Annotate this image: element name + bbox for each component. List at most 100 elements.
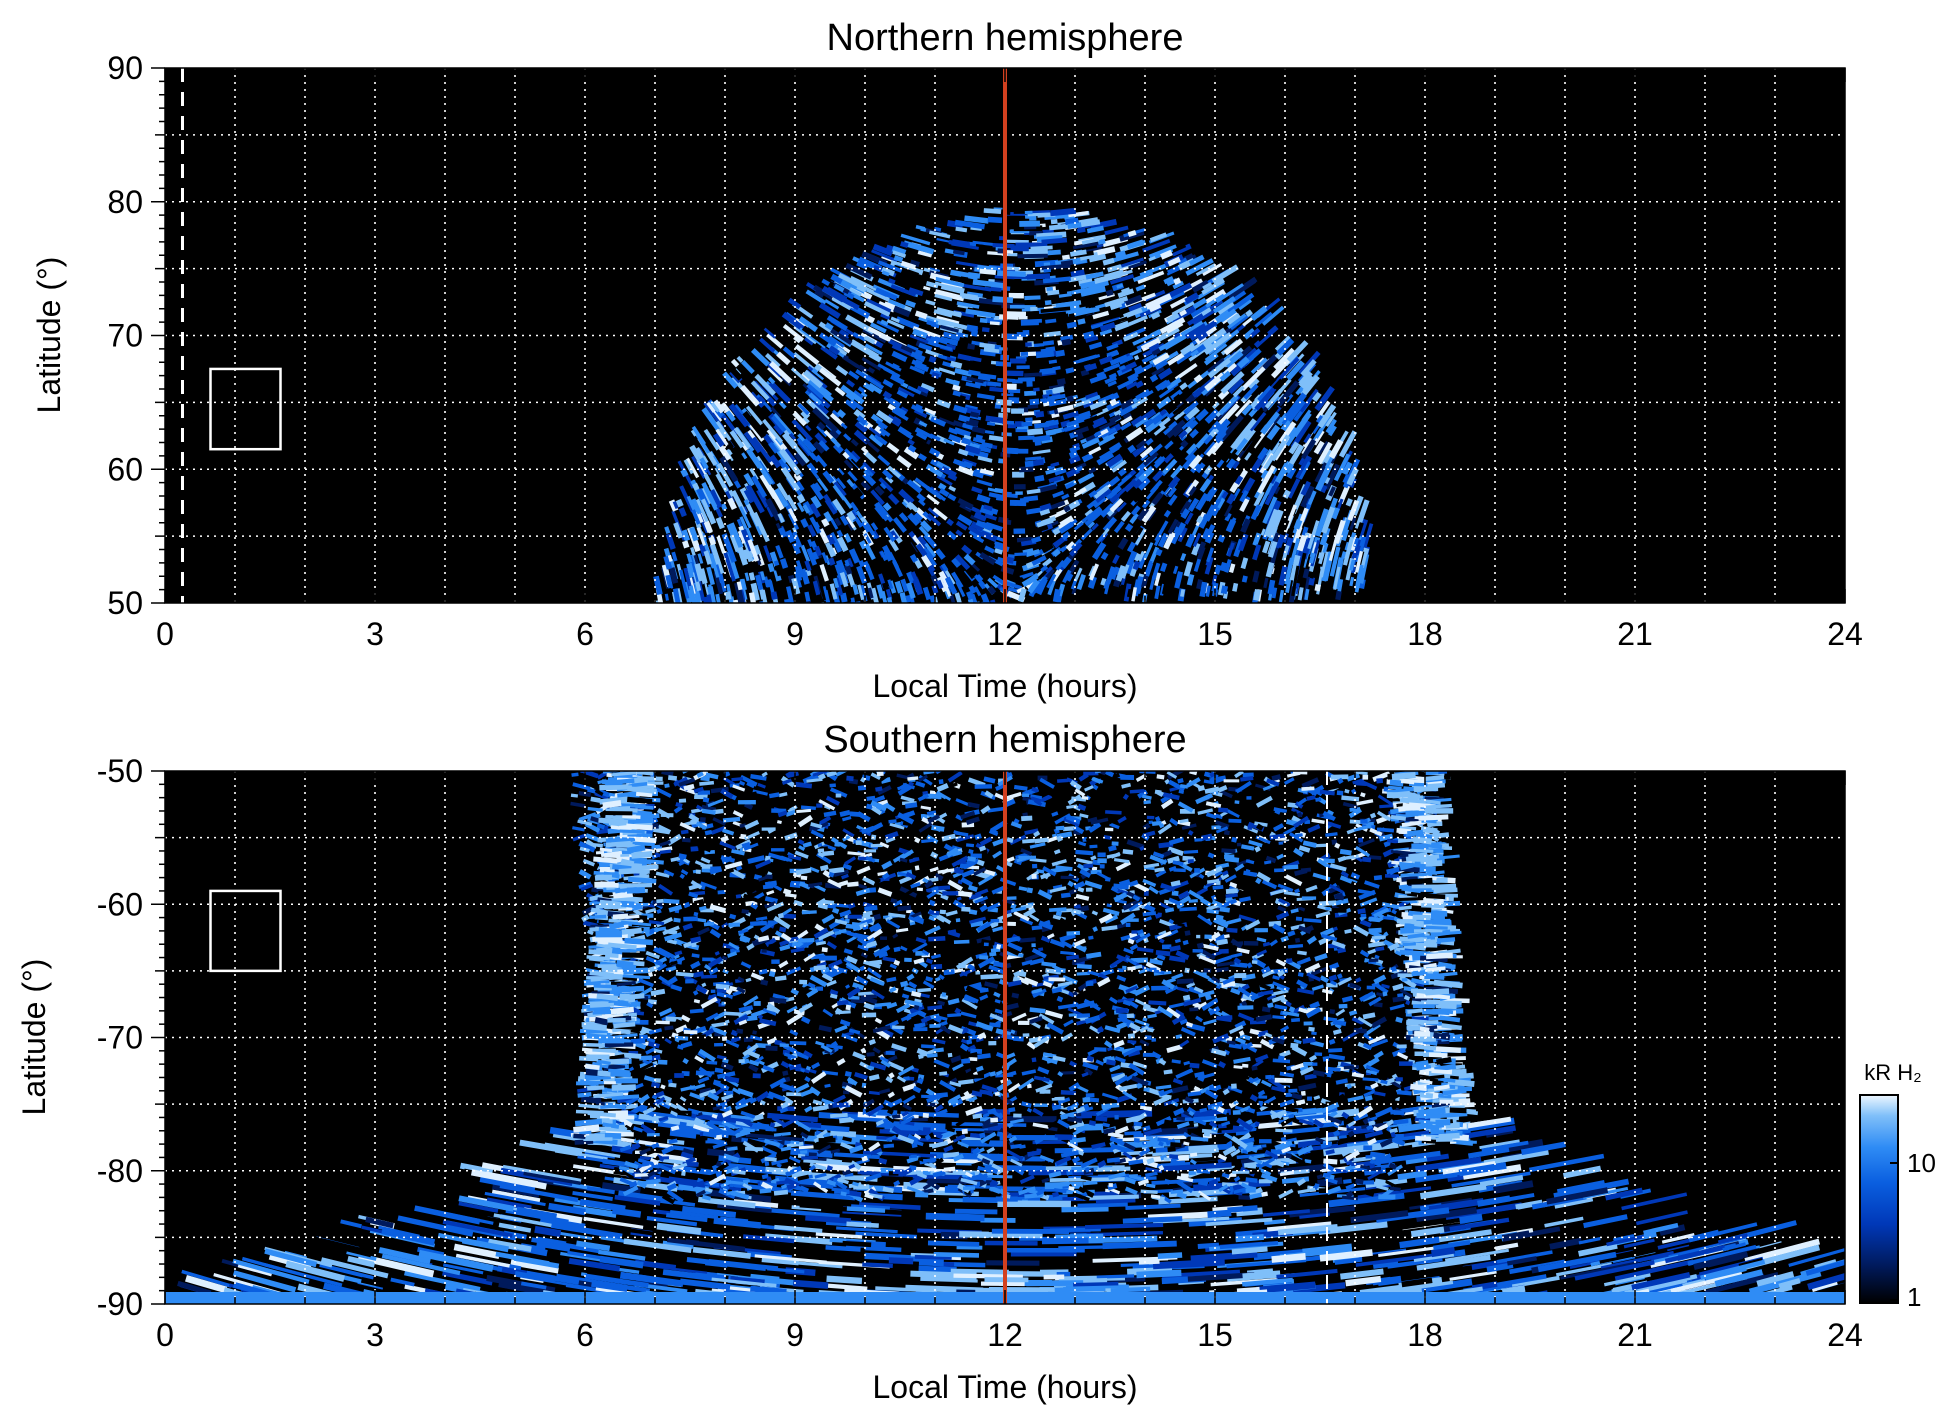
- south-emission-streak: [390, 1277, 415, 1287]
- south-emission-streak: [347, 1255, 376, 1268]
- north-emission-streak: [741, 452, 748, 460]
- north-emission-streak: [691, 425, 707, 446]
- south-emission-speck: [915, 937, 927, 944]
- north-emission-streak: [1137, 270, 1165, 285]
- north-emission-streak: [1186, 573, 1195, 586]
- south-emission-speck: [1057, 1071, 1064, 1077]
- south-emission-speck: [794, 1082, 810, 1093]
- north-emission-streak: [1184, 292, 1200, 304]
- north-emission-streak: [1040, 398, 1047, 403]
- south-emission-speck: [1368, 916, 1385, 923]
- north-ytick-label: 80: [107, 184, 143, 220]
- north-emission-streak: [1029, 230, 1044, 236]
- south-emission-speck: [1171, 890, 1179, 897]
- north-emission-streak: [890, 316, 900, 323]
- south-emission-speck: [857, 1120, 869, 1130]
- south-emission-streak: [579, 1198, 626, 1212]
- north-emission-streak: [1074, 465, 1084, 473]
- south-emission-speck: [1367, 948, 1377, 955]
- north-emission-streak: [1129, 512, 1140, 524]
- south-emission-streak: [1256, 1281, 1316, 1294]
- north-emission-streak: [1131, 587, 1137, 602]
- north-emission-streak: [957, 303, 969, 309]
- south-emission-streak: [711, 1277, 774, 1288]
- north-emission-streak: [1109, 354, 1128, 366]
- south-emission-speck: [590, 796, 601, 803]
- north-emission-streak: [989, 321, 1000, 326]
- north-emission-streak: [860, 446, 869, 454]
- south-emission-speck: [1297, 950, 1307, 956]
- north-emission-streak: [1319, 484, 1328, 494]
- north-emission-streak: [1292, 526, 1303, 544]
- north-emission-streak: [1043, 330, 1062, 338]
- north-emission-streak: [893, 255, 904, 263]
- south-emission-streak: [1219, 1240, 1279, 1250]
- north-emission-streak: [801, 571, 810, 585]
- north-emission-streak: [1045, 510, 1055, 518]
- north-emission-streak: [1093, 474, 1109, 487]
- north-emission-streak: [751, 475, 768, 498]
- north-emission-streak: [1014, 552, 1028, 557]
- south-emission-speck: [1353, 1073, 1368, 1084]
- north-emission-streak: [1149, 303, 1162, 313]
- south-emission-speck: [1337, 1126, 1347, 1131]
- north-emission-streak: [751, 436, 773, 464]
- north-emission-streak: [736, 355, 744, 363]
- north-emission-streak: [924, 407, 936, 416]
- south-emission-speck: [1328, 962, 1340, 971]
- north-emission-streak: [1025, 549, 1040, 558]
- south-emission-speck: [1317, 858, 1330, 869]
- south-emission-speck: [817, 1144, 832, 1155]
- south-emission-speck: [1023, 907, 1036, 918]
- north-emission-streak: [955, 332, 965, 338]
- north-emission-streak: [1057, 583, 1066, 597]
- south-emission-speck: [1283, 1107, 1299, 1113]
- north-emission-streak: [957, 497, 974, 510]
- north-emission-streak: [728, 489, 735, 498]
- north-emission-streak: [1218, 394, 1239, 416]
- north-emission-streak: [719, 456, 739, 483]
- south-emission-speck: [903, 985, 917, 994]
- north-emission-streak: [893, 305, 911, 318]
- south-emission-speck: [643, 1075, 657, 1083]
- north-emission-streak: [908, 287, 924, 297]
- north-emission-streak: [822, 470, 835, 484]
- north-emission-streak: [1167, 518, 1179, 535]
- north-emission-streak: [685, 457, 700, 479]
- north-emission-streak: [1208, 427, 1220, 439]
- north-emission-streak: [804, 560, 812, 572]
- south-emission-speck: [1201, 1072, 1215, 1080]
- north-emission-streak: [1149, 374, 1159, 383]
- south-emission-speck: [1041, 872, 1050, 880]
- south-emission-speck: [1186, 1106, 1197, 1116]
- south-emission-speck: [1031, 1057, 1037, 1063]
- south-emission-speck: [1346, 772, 1361, 782]
- north-emission-streak: [966, 324, 978, 332]
- north-emission-streak: [795, 480, 805, 492]
- north-emission-streak: [918, 420, 928, 428]
- south-emission-speck: [1201, 997, 1219, 1011]
- north-emission-streak: [768, 441, 779, 454]
- north-emission-streak: [1285, 360, 1305, 381]
- north-emission-streak: [1167, 256, 1181, 267]
- north-emission-streak: [824, 299, 840, 310]
- north-emission-streak: [1300, 480, 1312, 496]
- north-emission-streak: [1159, 379, 1172, 391]
- north-emission-streak: [805, 289, 827, 306]
- north-emission-streak: [1188, 254, 1205, 266]
- north-emission-streak: [814, 290, 825, 299]
- north-emission-streak: [1134, 445, 1147, 457]
- north-emission-streak: [1143, 451, 1159, 467]
- south-emission-speck: [1256, 871, 1271, 883]
- north-emission-streak: [1183, 561, 1193, 577]
- south-emission-speck: [1334, 1022, 1342, 1030]
- south-emission-streak: [1598, 1245, 1659, 1264]
- north-emission-streak: [1072, 426, 1090, 436]
- north-emission-streak: [819, 563, 829, 582]
- north-emission-streak: [976, 393, 995, 401]
- north-emission-streak: [812, 399, 829, 416]
- south-emission-streak: [1483, 1149, 1549, 1166]
- south-emission-speck: [661, 1145, 674, 1155]
- north-emission-streak: [1093, 431, 1102, 438]
